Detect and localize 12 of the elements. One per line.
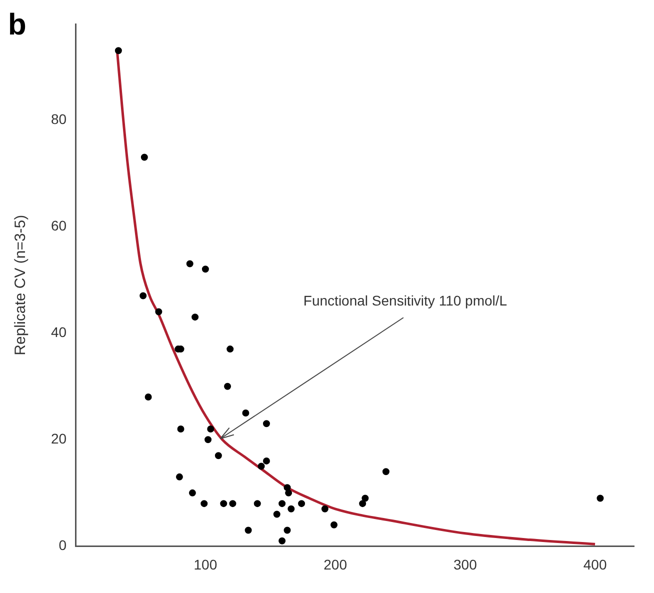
y-axis-title: Replicate CV (n=3-5) (12, 214, 30, 356)
y-tick-label: 80 (50, 110, 67, 127)
annotation: Functional Sensitivity 110 pmol/L (303, 292, 508, 308)
x-tick-label: 300 (453, 556, 478, 572)
y-tick-label: 60 (50, 217, 67, 234)
x-tick-label: 100 (194, 556, 218, 572)
y-tick-label: 20 (50, 430, 67, 446)
chart-title: b (8, 8, 26, 42)
y-tick-label: 40 (50, 324, 67, 340)
x-tick-label: 200 (324, 556, 348, 572)
x-tick-label: 400 (583, 556, 607, 572)
y-tick-label: 0 (58, 537, 67, 554)
